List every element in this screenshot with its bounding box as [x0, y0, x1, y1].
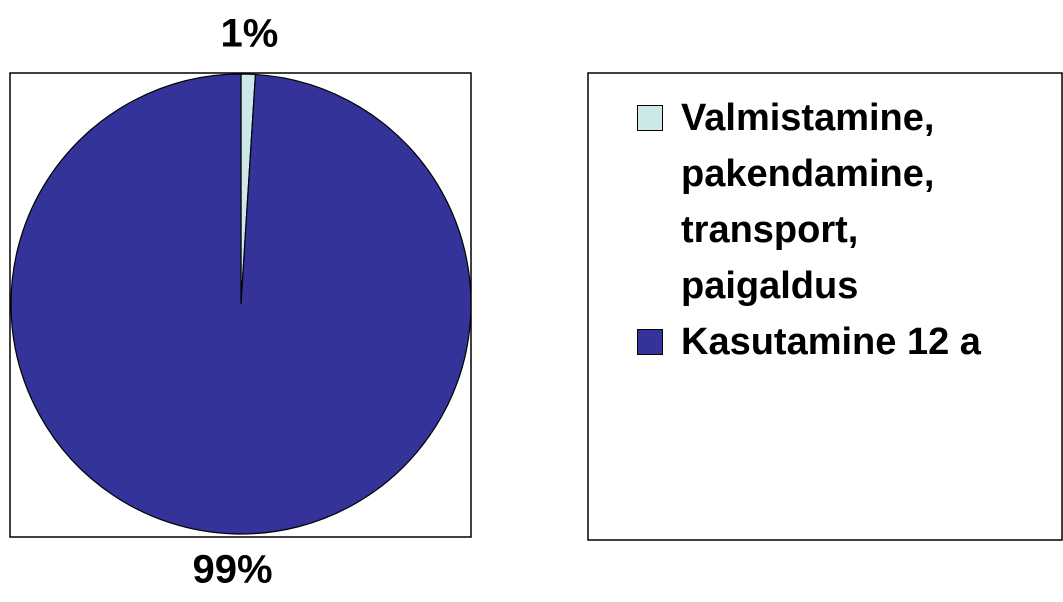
- legend-swatch: [637, 329, 663, 355]
- legend-item: Valmistamine, pakendamine, transport, pa…: [637, 90, 1011, 314]
- legend-item: Kasutamine 12 a: [637, 314, 981, 370]
- legend-swatch: [637, 105, 663, 131]
- data-label: 1%: [221, 12, 279, 56]
- data-label: 99%: [193, 547, 273, 591]
- legend-label: Valmistamine, pakendamine, transport, pa…: [681, 97, 935, 307]
- legend-frame: [587, 72, 1063, 541]
- legend-label: Kasutamine 12 a: [681, 321, 981, 363]
- pie-slice: [10, 73, 472, 535]
